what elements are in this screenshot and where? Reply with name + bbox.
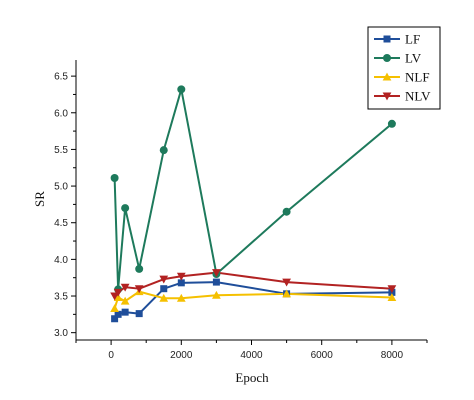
data-point-nlv xyxy=(120,283,130,292)
data-point-lf xyxy=(135,310,143,318)
data-point-lf xyxy=(160,285,168,293)
legend-marker-nlf xyxy=(382,72,392,81)
y-tick-label: 5.0 xyxy=(54,182,68,193)
data-point-lv xyxy=(159,146,168,155)
plot-markers xyxy=(110,85,397,323)
data-point-nlf xyxy=(120,296,130,305)
data-point-nlv xyxy=(134,285,144,294)
data-point-lv xyxy=(110,174,119,183)
legend-label-nlv: NLV xyxy=(405,89,431,104)
y-tick-label: 4.0 xyxy=(54,255,68,266)
legend-label-nlf: NLF xyxy=(405,70,430,85)
y-tick-label: 6.5 xyxy=(54,72,68,83)
x-tick-label: 2000 xyxy=(170,350,193,361)
legend: LF LV NLF NLV xyxy=(367,26,441,110)
legend-marker-lf xyxy=(383,35,391,43)
data-point-nlv xyxy=(113,288,123,297)
data-point-lf xyxy=(111,315,119,323)
data-point-lf xyxy=(121,308,129,316)
y-tick-label: 4.5 xyxy=(54,218,68,229)
x-axis-title: Epoch xyxy=(235,370,269,385)
data-point-lf xyxy=(177,279,185,287)
legend-label-lf: LF xyxy=(405,32,420,47)
plot-lines xyxy=(113,88,393,320)
y-tick-label: 3.5 xyxy=(54,292,68,303)
data-point-nlv xyxy=(159,275,169,284)
legend-marker-nlv xyxy=(382,92,392,101)
data-point-nlf xyxy=(113,293,123,301)
x-tick-label: 0 xyxy=(108,350,114,361)
data-point-nlv xyxy=(387,285,397,294)
legend-marker-lv xyxy=(383,54,391,62)
series-line-lv xyxy=(113,88,393,291)
y-tick-label: 3.0 xyxy=(54,328,68,339)
y-tick-label: 5.5 xyxy=(54,145,68,156)
legend-label-lv: LV xyxy=(405,51,422,66)
data-point-nlv xyxy=(176,272,186,281)
x-tick-label: 4000 xyxy=(240,350,263,361)
data-point-lf xyxy=(114,310,122,318)
data-point-nlv xyxy=(282,278,291,287)
data-point-lv xyxy=(177,85,186,94)
data-point-nlf xyxy=(176,293,186,302)
y-axis-title: SR xyxy=(32,191,47,207)
axes: 0 2000 4000 6000 8000 3.0 3.5 4.0 4.5 5.0 5.5 6.0 6.… xyxy=(54,60,428,361)
data-point-nlf xyxy=(282,289,291,298)
x-tick-label: 8000 xyxy=(381,350,404,361)
data-point-lv xyxy=(135,264,144,273)
data-point-lv xyxy=(282,207,291,216)
data-point-nlv xyxy=(110,292,119,301)
data-point-nlv xyxy=(212,269,221,277)
data-point-lv xyxy=(387,119,396,128)
x-tick-label: 6000 xyxy=(311,350,334,361)
series-line-lf xyxy=(113,281,392,320)
y-tick-label: 6.0 xyxy=(54,108,68,119)
series-line-nlf xyxy=(113,290,392,309)
data-point-lf xyxy=(212,278,220,286)
data-point-lv xyxy=(121,204,130,213)
data-point-nlf xyxy=(387,293,397,301)
data-point-nlf xyxy=(110,304,119,312)
data-point-nlf xyxy=(212,290,221,299)
data-point-nlf xyxy=(159,293,169,302)
